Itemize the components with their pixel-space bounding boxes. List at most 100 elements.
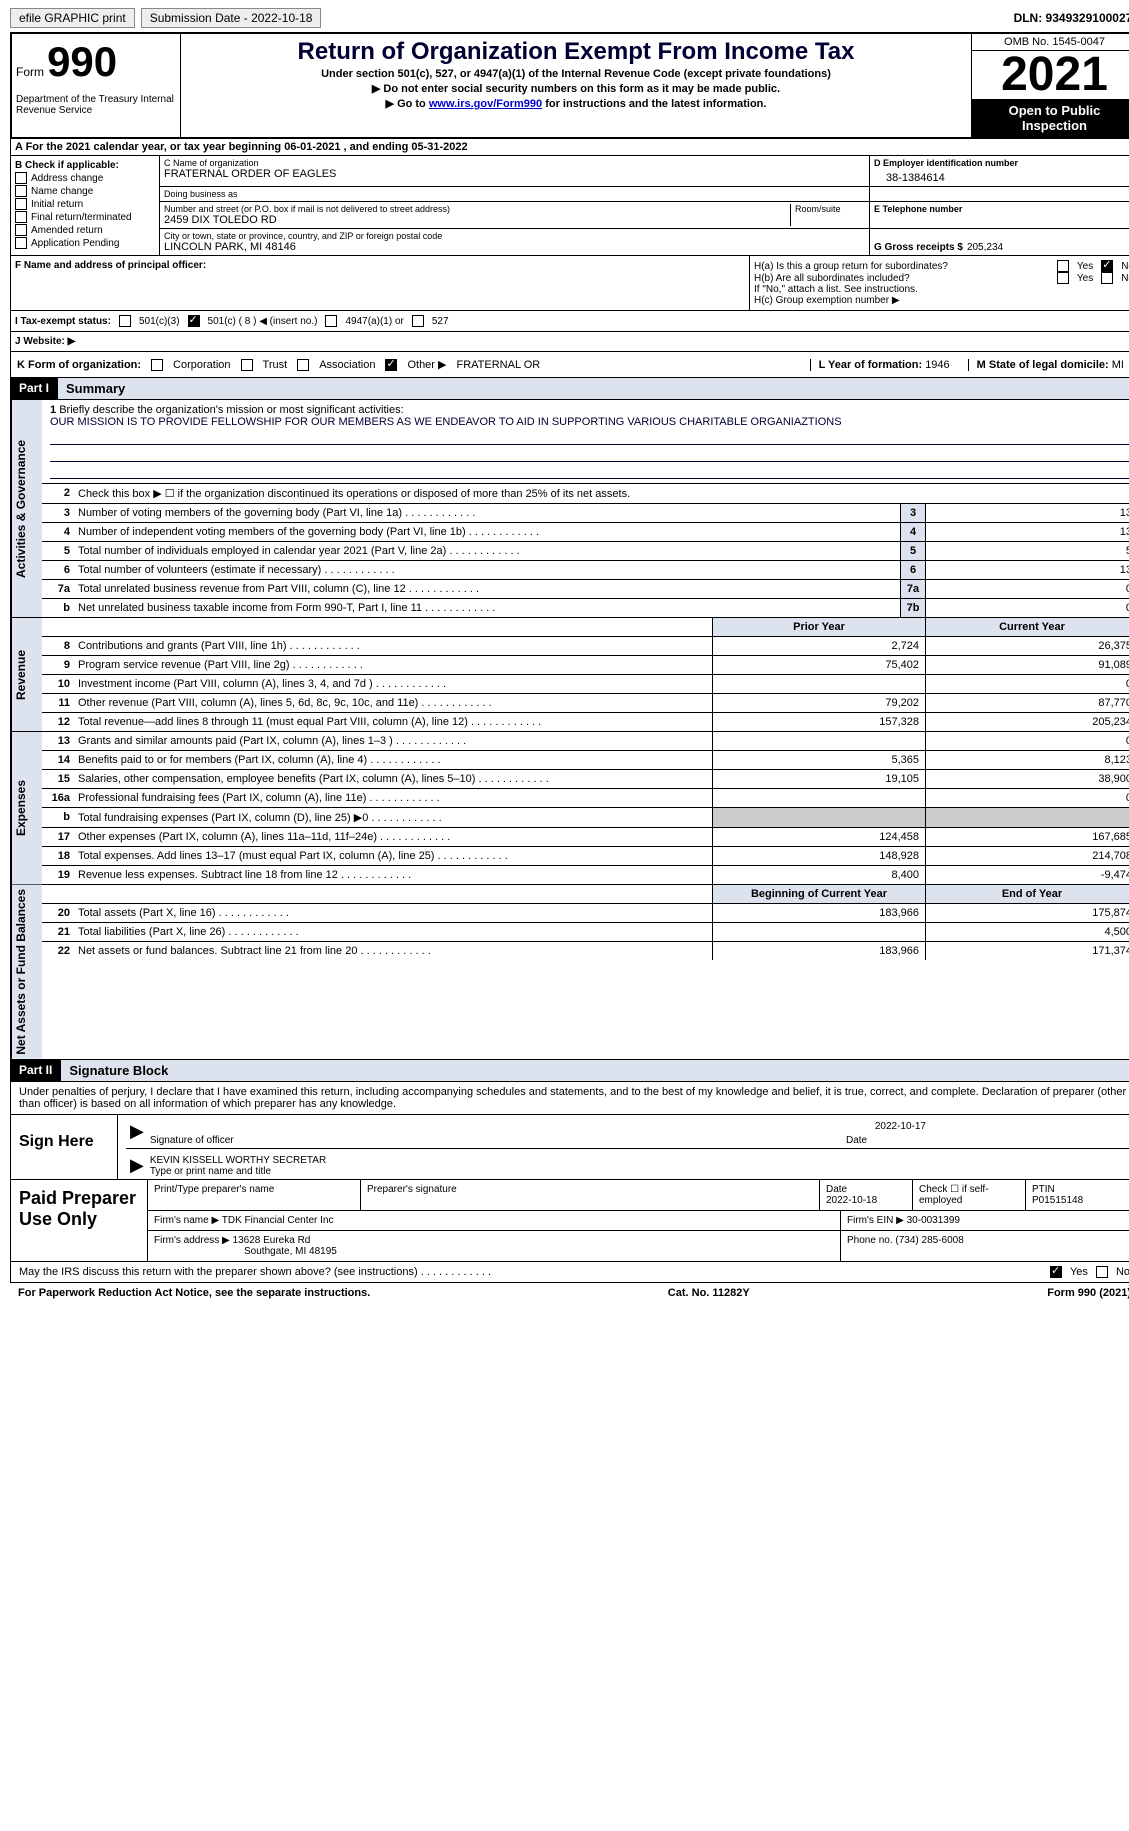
discuss-no-cb[interactable] — [1096, 1266, 1108, 1278]
city-value: LINCOLN PARK, MI 48146 — [164, 241, 865, 253]
row-num: 13 — [42, 732, 74, 750]
row-prior: 183,966 — [712, 904, 925, 922]
begin-header: Beginning of Current Year — [712, 885, 925, 903]
cat-label: Cat. No. 11282Y — [668, 1287, 750, 1299]
b-item: Initial return — [31, 199, 83, 210]
discuss-row: May the IRS discuss this return with the… — [10, 1262, 1129, 1283]
yes-label: Yes — [1077, 273, 1093, 284]
b-item: Address change — [31, 173, 103, 184]
i-cb-527[interactable] — [412, 315, 424, 327]
k-cb-assoc[interactable] — [297, 359, 309, 371]
row-num: 11 — [42, 694, 74, 712]
row-num: 19 — [42, 866, 74, 884]
addr-label: Firm's address ▶ — [154, 1235, 230, 1246]
i-cb-501c[interactable] — [188, 315, 200, 327]
street-label: Number and street (or P.O. box if mail i… — [164, 204, 786, 214]
i-opt: 4947(a)(1) or — [345, 316, 403, 327]
row-current: 38,900 — [925, 770, 1129, 788]
hb-no-cb[interactable] — [1101, 272, 1113, 284]
current-header: Current Year — [925, 618, 1129, 636]
hc-label: H(c) Group exemption number ▶ — [754, 295, 1129, 306]
ha-no-cb[interactable] — [1101, 260, 1113, 272]
ha-yes-cb[interactable] — [1057, 260, 1069, 272]
summary-governance: Activities & Governance 1 Briefly descri… — [10, 400, 1129, 618]
summary-row: 4 Number of independent voting members o… — [42, 523, 1129, 542]
discuss-yes-cb[interactable] — [1050, 1266, 1062, 1278]
cb-address[interactable] — [15, 172, 27, 184]
row-num: 16a — [42, 789, 74, 807]
cb-pending[interactable] — [15, 237, 27, 249]
row-val: 0 — [925, 599, 1129, 617]
row-num: 7a — [42, 580, 74, 598]
l-val: 1946 — [925, 359, 949, 371]
header-row: Form 990 Department of the Treasury Inte… — [10, 32, 1129, 139]
i-opt: 527 — [432, 316, 449, 327]
row-val: 13 — [925, 504, 1129, 522]
k-cb-corp[interactable] — [151, 359, 163, 371]
row-num: 12 — [42, 713, 74, 731]
row-label: Total number of individuals employed in … — [74, 542, 900, 560]
cb-name[interactable] — [15, 185, 27, 197]
cb-final[interactable] — [15, 211, 27, 223]
row-current — [925, 808, 1129, 827]
row-label: Total liabilities (Part X, line 26) — [74, 923, 712, 941]
row-num: 18 — [42, 847, 74, 865]
row-num: 20 — [42, 904, 74, 922]
city-label: City or town, state or province, country… — [164, 231, 865, 241]
row-box: 5 — [900, 542, 925, 560]
k-opt: Corporation — [173, 359, 230, 371]
summary-row: 14 Benefits paid to or for members (Part… — [42, 751, 1129, 770]
row-current: -9,474 — [925, 866, 1129, 884]
efile-print-button[interactable]: efile GRAPHIC print — [10, 8, 135, 28]
c-name-label: C Name of organization — [164, 158, 865, 168]
row-label: Number of independent voting members of … — [74, 523, 900, 541]
paid-h4: Check ☐ if self-employed — [913, 1180, 1026, 1210]
submission-date-button[interactable]: Submission Date - 2022-10-18 — [141, 8, 322, 28]
cb-initial[interactable] — [15, 198, 27, 210]
row-box: 7a — [900, 580, 925, 598]
i-cb-4947[interactable] — [325, 315, 337, 327]
irs-link[interactable]: www.irs.gov/Form990 — [429, 98, 542, 110]
part1-num: Part I — [11, 378, 57, 399]
e-label: E Telephone number — [874, 204, 1129, 214]
hb-yes-cb[interactable] — [1057, 272, 1069, 284]
sub3-post: for instructions and the latest informat… — [542, 98, 766, 110]
form-number: 990 — [47, 38, 117, 85]
row-prior: 75,402 — [712, 656, 925, 674]
paid-h5: PTIN — [1032, 1184, 1055, 1195]
summary-row: 5 Total number of individuals employed i… — [42, 542, 1129, 561]
mission-block: 1 Briefly describe the organization's mi… — [42, 400, 1129, 484]
row-label: Professional fundraising fees (Part IX, … — [74, 789, 712, 807]
j-label: J Website: ▶ — [15, 336, 75, 347]
vtab-netassets: Net Assets or Fund Balances — [11, 885, 42, 1059]
k-opt: Trust — [263, 359, 288, 371]
ha-label: H(a) Is this a group return for subordin… — [754, 261, 948, 272]
dln-label: DLN: 93493291000272 — [1014, 11, 1129, 25]
summary-row: 19 Revenue less expenses. Subtract line … — [42, 866, 1129, 884]
firm-label: Firm's name ▶ — [154, 1215, 219, 1226]
sub3-pre: ▶ Go to — [386, 98, 429, 110]
b-item: Application Pending — [31, 238, 119, 249]
header-sub2: ▶ Do not enter social security numbers o… — [189, 82, 963, 95]
header-sub1: Under section 501(c), 527, or 4947(a)(1)… — [189, 68, 963, 80]
row-val: 13 — [925, 561, 1129, 579]
k-cb-other[interactable] — [385, 359, 397, 371]
row-label: Total assets (Part X, line 16) — [74, 904, 712, 922]
sig-officer-label: Signature of officer — [150, 1135, 846, 1146]
summary-row: 9 Program service revenue (Part VIII, li… — [42, 656, 1129, 675]
summary-netassets: Net Assets or Fund Balances Beginning of… — [10, 885, 1129, 1060]
k-cb-trust[interactable] — [241, 359, 253, 371]
row-current: 87,770 — [925, 694, 1129, 712]
cb-amended[interactable] — [15, 224, 27, 236]
row-prior: 79,202 — [712, 694, 925, 712]
paid-block: Paid Preparer Use Only Print/Type prepar… — [10, 1180, 1129, 1262]
i-cb-501c3[interactable] — [119, 315, 131, 327]
row-current: 0 — [925, 675, 1129, 693]
row-num: 4 — [42, 523, 74, 541]
summary-expenses: Expenses 13 Grants and similar amounts p… — [10, 732, 1129, 885]
row-prior — [712, 675, 925, 693]
row-box: 7b — [900, 599, 925, 617]
row-prior: 2,724 — [712, 637, 925, 655]
row-current: 0 — [925, 789, 1129, 807]
row-box: 4 — [900, 523, 925, 541]
